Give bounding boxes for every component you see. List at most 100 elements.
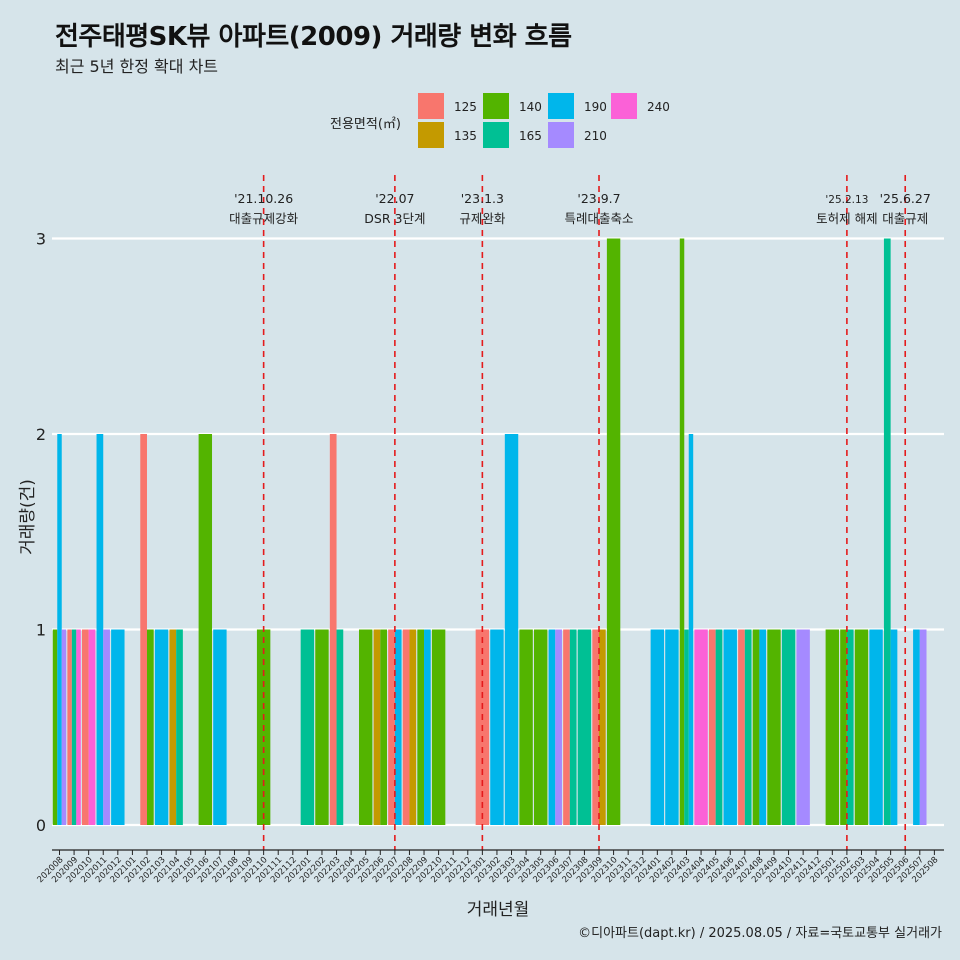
legend-swatch-135 — [418, 122, 444, 148]
bar-202409-140 — [767, 629, 781, 825]
source-caption: ©디아파트(dapt.kr) / 2025.08.05 / 자료=국토교통부 실… — [578, 926, 942, 941]
bar-202406-190 — [723, 629, 737, 825]
bar-202307-165 — [569, 629, 577, 825]
y-axis-label: 거래량(건) — [18, 479, 38, 555]
bar-202010-125 — [81, 629, 89, 825]
y-tick-label-0: 0 — [36, 816, 46, 835]
bar-202205-140 — [359, 629, 373, 825]
bar-202011-190 — [96, 434, 104, 825]
bar-202411-210 — [796, 629, 810, 825]
chart-title: 전주태평SK뷰 아파트(2009) 거래량 변화 흐름 — [55, 22, 572, 52]
bar-202308-165 — [577, 629, 592, 825]
bar-202403-165 — [684, 629, 689, 825]
bar-202303-190 — [504, 434, 519, 825]
legend-swatch-240 — [611, 93, 637, 119]
bars-layer — [52, 238, 927, 825]
bar-202008-210 — [61, 629, 67, 825]
bar-202502-165 — [846, 629, 854, 825]
legend-swatch-190 — [548, 93, 574, 119]
y-tick-label-3: 3 — [36, 230, 46, 249]
bar-202505-165 — [883, 238, 891, 825]
event-label-202207: DSR 3단계 — [364, 211, 425, 226]
bar-202206-135 — [373, 629, 381, 825]
y-tick-label-1: 1 — [36, 621, 46, 640]
bar-202202-140 — [315, 629, 329, 825]
bar-202209-190 — [424, 629, 431, 825]
legend-label-210: 210 — [584, 129, 607, 143]
bar-202203-125 — [329, 434, 337, 825]
bar-202306-210 — [555, 629, 562, 825]
bar-202305-140 — [533, 629, 548, 825]
bar-202507-210 — [919, 629, 927, 825]
event-date-202502: '25.2.13 — [825, 194, 868, 206]
event-date-202110: '21.10.26 — [234, 191, 293, 206]
bar-202408-190 — [759, 629, 767, 825]
legend-label-135: 135 — [454, 129, 477, 143]
bar-202505-190 — [890, 629, 898, 825]
bar-202102-125 — [140, 434, 147, 825]
bar-202104-135 — [169, 629, 177, 825]
x-axis-label: 거래년월 — [467, 900, 530, 920]
bar-202310-140 — [606, 238, 621, 825]
event-label-202301: 규제완화 — [459, 211, 506, 226]
bar-202503-140 — [854, 629, 869, 825]
bar-202103-190 — [154, 629, 169, 825]
bar-202306-190 — [548, 629, 556, 825]
legend-label-140: 140 — [519, 100, 542, 114]
bar-202009-165 — [71, 629, 77, 825]
bar-202407-125 — [738, 629, 745, 825]
legend-swatch-125 — [418, 93, 444, 119]
bar-202012-190 — [111, 629, 125, 825]
bar-202104-165 — [176, 629, 183, 825]
bar-202201-165 — [300, 629, 315, 825]
bar-202407-165 — [744, 629, 752, 825]
bar-202107-190 — [213, 629, 227, 825]
event-label-202309: 특례대출축소 — [565, 211, 634, 226]
bar-202206-140 — [380, 629, 387, 825]
bar-202008-190 — [57, 434, 62, 825]
bar-202011-210 — [103, 629, 110, 825]
bar-202304-140 — [519, 629, 533, 825]
bar-202207-125 — [388, 629, 395, 825]
bar-202403-190 — [688, 434, 694, 825]
event-date-202506: '25.6.27 — [880, 191, 931, 206]
bar-202405-165 — [715, 629, 723, 825]
bar-202010-240 — [88, 629, 96, 825]
bar-202210-140 — [431, 629, 446, 825]
bar-202302-190 — [490, 629, 504, 825]
chart-subtitle: 최근 5년 한정 확대 차트 — [55, 57, 219, 76]
bar-202008-140 — [52, 629, 58, 825]
bar-202501-140 — [825, 629, 840, 825]
bar-202401-190 — [650, 629, 665, 825]
legend-title: 전용면적(㎡) — [330, 117, 401, 132]
bar-202309-125 — [592, 629, 600, 825]
event-label-202110: 대출규제강화 — [229, 211, 299, 226]
bar-202408-140 — [752, 629, 760, 825]
bar-202404-240 — [694, 629, 708, 825]
legend-swatch-210 — [548, 122, 574, 148]
bar-202203-165 — [336, 629, 344, 825]
bar-202405-125 — [708, 629, 716, 825]
bar-202102-140 — [146, 629, 154, 825]
annotations-layer: '21.10.26 대출규제강화 '22.07 DSR 3단계 '23.1.3 규제완화 '… — [229, 175, 931, 850]
bar-202504-190 — [869, 629, 883, 825]
bar-202307-125 — [563, 629, 570, 825]
legend-label-165: 165 — [519, 129, 542, 143]
bar-202009-125 — [67, 629, 72, 825]
bar-202009-240 — [76, 629, 81, 825]
legend-label-190: 190 — [584, 100, 607, 114]
event-date-202207: '22.07 — [375, 191, 414, 206]
event-label-202506: 대출규제 — [882, 211, 928, 226]
legend: 전용면적(㎡) 125 135 140 165 190 210 240 — [330, 93, 670, 148]
event-date-202301: '23.1.3 — [461, 191, 504, 206]
bar-202507-190 — [913, 629, 920, 825]
y-tick-label-2: 2 — [36, 425, 46, 444]
legend-label-240: 240 — [647, 100, 670, 114]
bar-202309-135 — [599, 629, 606, 825]
bar-202402-190 — [665, 629, 679, 825]
bar-202502-140 — [840, 629, 847, 825]
legend-swatch-140 — [483, 93, 509, 119]
bar-202208-135 — [409, 629, 417, 825]
bar-202209-140 — [417, 629, 425, 825]
